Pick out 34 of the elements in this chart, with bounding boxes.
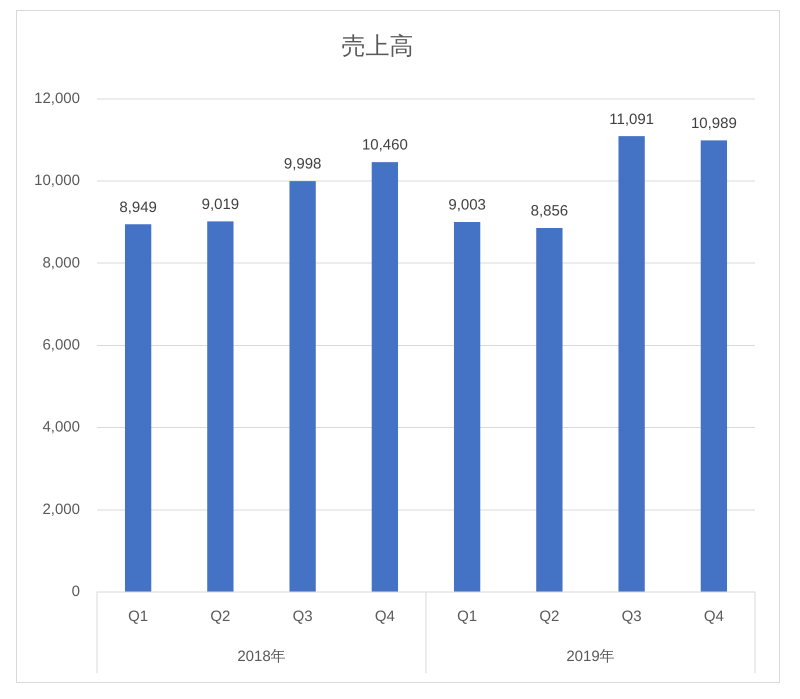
x-tick-label: Q1 [457,608,478,626]
y-tick-label: 4,000 [42,418,80,436]
y-tick-label: 10,000 [34,172,80,190]
bar [454,222,480,592]
data-label: 11,091 [609,110,654,128]
bar [207,221,234,592]
x-tick-label: Q3 [622,608,642,626]
x-tick-label: Q2 [210,608,230,626]
bar [372,162,398,592]
text: 2018年 [237,648,286,666]
data-label: 8,856 [530,202,568,220]
x-tick-label: Q3 [292,608,313,626]
y-tick-label: 8,000 [42,254,80,272]
bar [700,140,728,592]
bar [618,136,645,592]
y-tick-label: 6,000 [42,336,80,354]
data-label: 9,003 [448,196,486,214]
bar [289,181,316,592]
y-tick-label: 0 [72,583,80,600]
data-label: 9,998 [284,156,322,173]
x-tick-label: Q4 [374,608,395,626]
text: 2019年 [566,648,615,666]
data-label: 9,019 [202,196,240,213]
bar [536,228,563,592]
x-tick-label: Q2 [539,608,560,626]
data-label: 8,949 [119,198,157,216]
x-tick-label: Q4 [704,608,724,626]
y-tick-label: 12,000 [34,90,80,107]
chart-title: 売上高 [342,33,414,60]
y-tick-label: 2,000 [42,500,80,518]
data-label: 10,460 [362,136,408,154]
data-label: 10,989 [690,114,737,132]
x-tick-label: Q1 [128,608,148,626]
bar [124,224,152,592]
